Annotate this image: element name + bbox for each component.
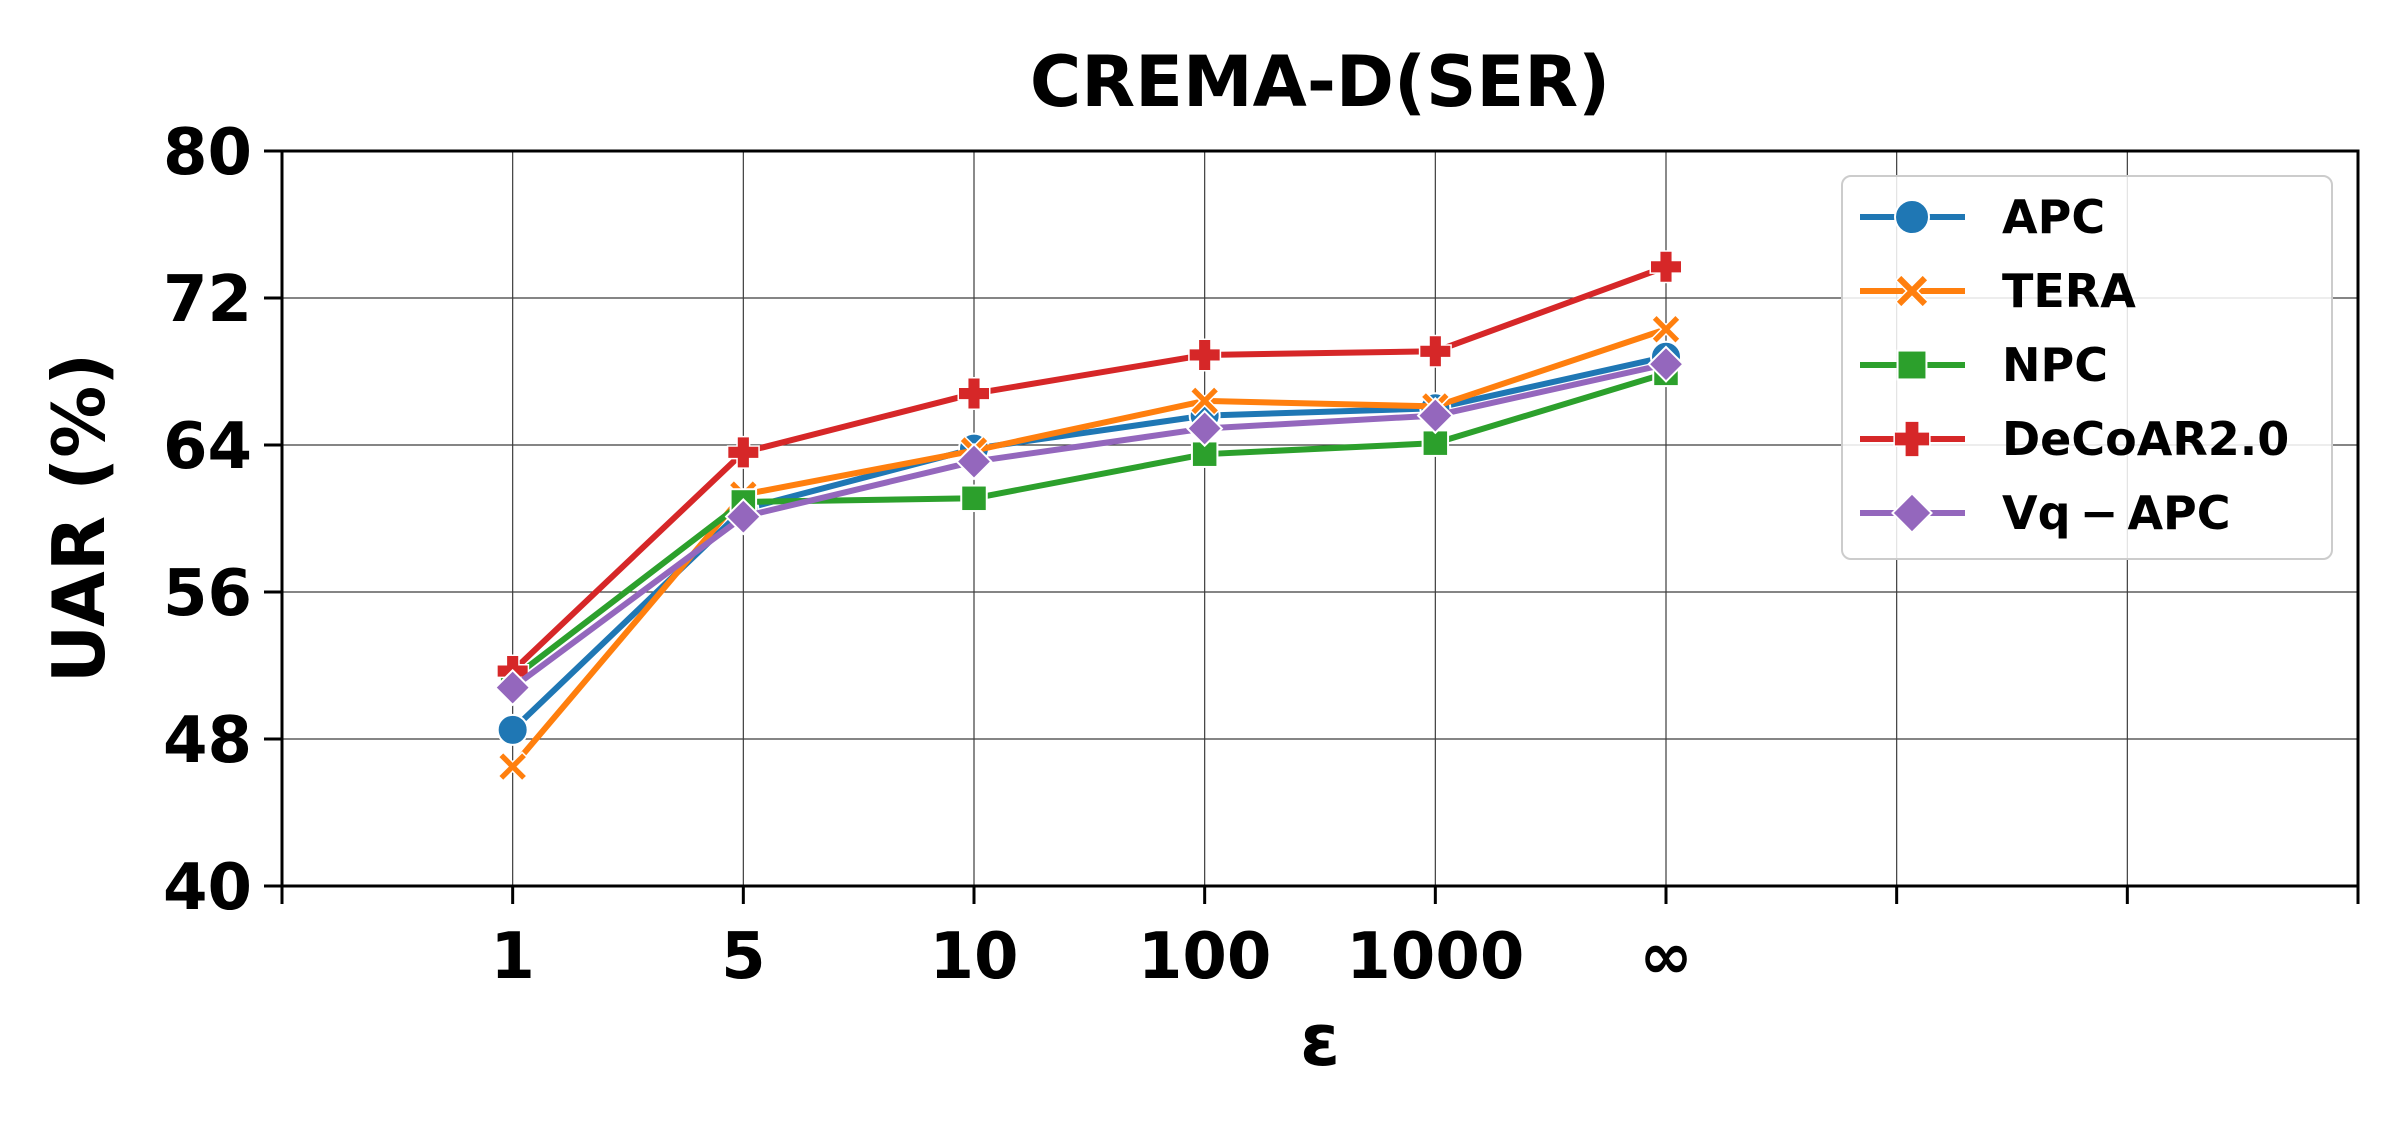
data-point	[960, 484, 988, 513]
x-tick-label: 1	[490, 920, 535, 994]
x-tick-label: 5	[721, 920, 766, 994]
legend-marker	[1893, 420, 1931, 458]
series-line	[510, 370, 1667, 681]
legend-label: DeCoAR2.0	[2002, 412, 2289, 466]
data-point	[724, 497, 762, 536]
legend-item: DeCoAR2.0	[1860, 412, 2289, 466]
series-4	[494, 345, 1685, 707]
y-tick-label: 48	[163, 704, 252, 778]
data-point	[494, 668, 532, 707]
legend-item: APC	[1860, 190, 2105, 244]
data-point	[1647, 345, 1685, 383]
chart-title: CREMA-D(SER)	[1030, 41, 1610, 123]
series-line	[510, 263, 1668, 674]
data-point	[957, 377, 991, 411]
x-tick-label: 10	[929, 920, 1018, 994]
y-tick-label: 80	[163, 116, 252, 190]
legend-marker	[1894, 199, 1930, 235]
legend-label: TERA	[2002, 264, 2136, 318]
legend-item: TERA	[1860, 264, 2136, 318]
data-point	[1186, 409, 1224, 448]
legend-item: NPC	[1860, 338, 2108, 392]
data-point	[497, 751, 528, 782]
y-tick-label: 40	[163, 851, 252, 925]
y-tick-label: 64	[163, 410, 252, 484]
ticks: 1 5 10 100 1000 ∞ 40 48 56 64 72 80	[163, 116, 2360, 994]
series-lines	[494, 250, 1685, 782]
data-point	[1649, 250, 1683, 284]
legend-marker	[1894, 273, 1930, 309]
data-point	[1650, 313, 1682, 345]
y-tick-label: 72	[163, 263, 252, 337]
data-point	[955, 442, 993, 481]
series-3	[496, 250, 1683, 688]
legend-marker	[1891, 492, 1933, 534]
legend: APC TERA NPC DeCoAR2.0 Vq − APC	[1841, 175, 2333, 560]
legend-box	[1841, 175, 2333, 560]
series-line	[510, 326, 1667, 769]
data-point	[1188, 338, 1222, 372]
data-point	[1416, 396, 1454, 435]
legend-label: Vq − APC	[2002, 486, 2231, 540]
x-axis-label: ε	[1300, 998, 1340, 1082]
x-tick-label: 100	[1138, 920, 1272, 994]
y-tick-label: 56	[163, 557, 252, 631]
series-line	[510, 361, 1667, 690]
data-point	[1418, 334, 1452, 368]
legend-marker	[1896, 349, 1928, 381]
data-point	[496, 713, 529, 746]
legend-label: APC	[2002, 190, 2105, 244]
x-tick-label: 1000	[1346, 920, 1524, 994]
data-point	[726, 435, 760, 469]
plot-frame	[280, 149, 2360, 888]
legend-item: Vq − APC	[1860, 486, 2231, 540]
legend-label: NPC	[2002, 338, 2108, 392]
y-axis-label: UAR (%)	[37, 353, 121, 683]
data-point	[1189, 385, 1220, 417]
data-point	[1421, 429, 1450, 457]
x-tick-label: ∞	[1639, 920, 1692, 994]
